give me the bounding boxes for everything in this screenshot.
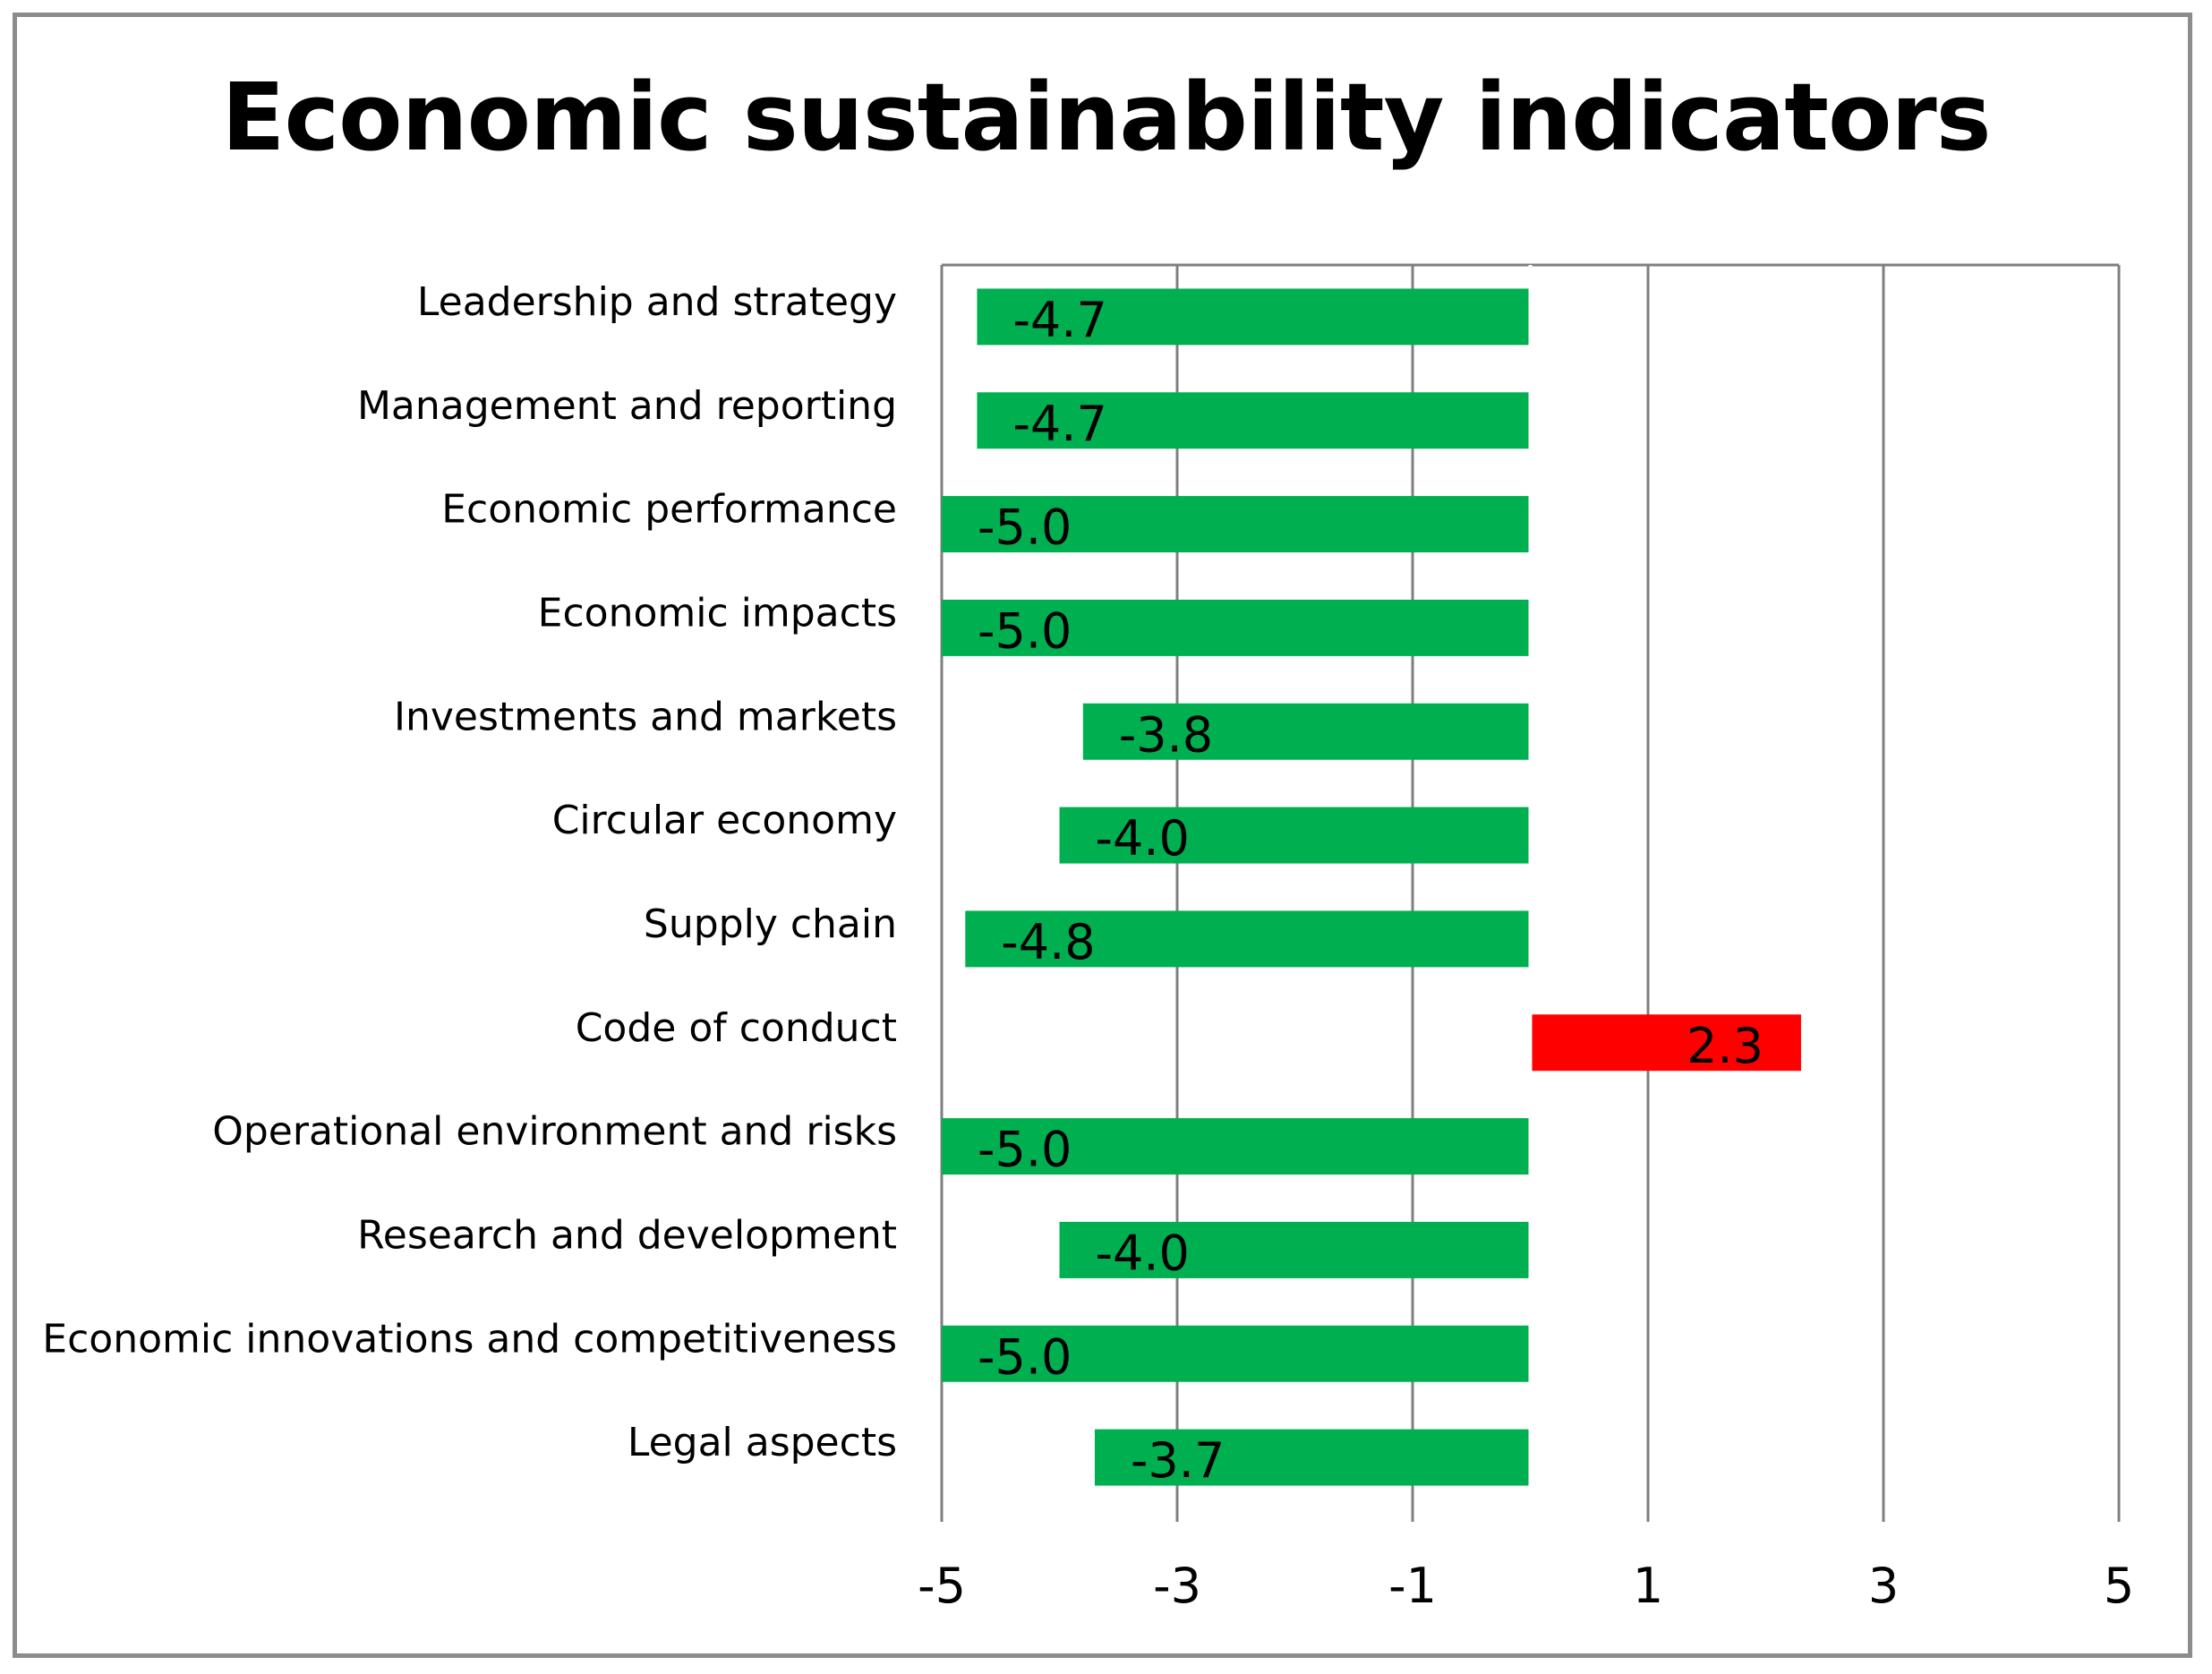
x-tick-label: -5 [918, 1558, 966, 1614]
category-label: Leadership and strategy [417, 279, 897, 325]
data-label: -4.0 [1096, 810, 1190, 867]
data-label: -3.7 [1131, 1432, 1225, 1489]
x-tick-label: -1 [1388, 1558, 1437, 1614]
bar [1530, 1014, 1801, 1072]
category-label: Management and reporting [357, 383, 897, 429]
label-layer: -5 -3 -1 1 3 5 Leadership and strategy -4.7 Mana… [42, 279, 2134, 1614]
data-label: -4.7 [1012, 396, 1106, 452]
bar [942, 496, 1531, 553]
category-label: Code of conduct [576, 1005, 897, 1051]
x-tick-label: 3 [1868, 1558, 1899, 1614]
bar-layer [942, 265, 1801, 1509]
bar [1094, 1429, 1531, 1486]
data-label: -5.0 [978, 602, 1072, 659]
bar [977, 288, 1531, 346]
bar [942, 1118, 1531, 1175]
chart-title: Economic sustainability indicators [221, 63, 1991, 172]
category-label: Economic impacts [538, 590, 897, 636]
data-label: -5.0 [978, 500, 1072, 556]
category-label: Circular economy [552, 798, 897, 843]
x-tick-label: 5 [2104, 1558, 2134, 1614]
bar [942, 599, 1531, 656]
data-label: -4.0 [1096, 1225, 1190, 1281]
data-label: -5.0 [978, 1328, 1072, 1385]
bar [1082, 703, 1531, 760]
x-tick-label: -3 [1153, 1558, 1201, 1614]
data-label: -4.7 [1012, 292, 1106, 348]
bar [1059, 807, 1531, 864]
bar [1059, 1221, 1531, 1278]
data-label: -4.8 [1001, 914, 1095, 970]
category-label: Economic innovations and competitiveness [42, 1316, 897, 1362]
bar [977, 392, 1531, 449]
x-tick-label: 1 [1633, 1558, 1663, 1614]
category-label: Supply chain [644, 901, 897, 947]
bar [942, 1325, 1531, 1382]
category-label: Economic performance [441, 487, 897, 533]
category-label: Investments and markets [394, 694, 897, 739]
data-label: -3.8 [1119, 706, 1213, 763]
category-label: Legal aspects [628, 1420, 897, 1465]
grid-layer [940, 263, 2121, 1522]
category-label: Research and development [357, 1212, 897, 1258]
data-label: -5.0 [978, 1122, 1072, 1178]
bar [965, 910, 1531, 968]
category-label: Operational environment and risks [212, 1109, 897, 1155]
data-label: 2.3 [1687, 1018, 1764, 1074]
